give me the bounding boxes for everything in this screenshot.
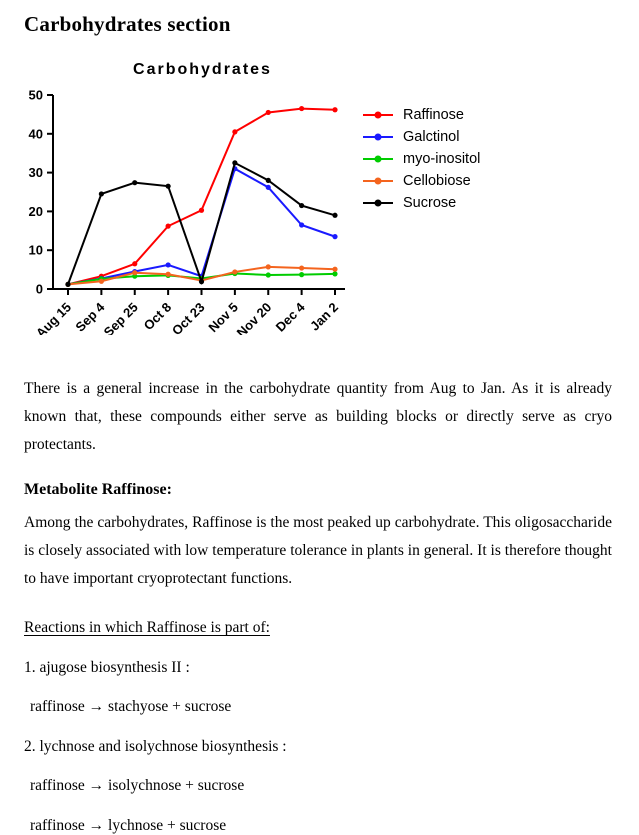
- data-point: [265, 272, 271, 278]
- data-point: [332, 234, 338, 240]
- legend-dot-icon: [374, 133, 382, 141]
- data-point: [299, 222, 305, 228]
- y-tick-label: 40: [29, 126, 43, 141]
- series-sucrose: [65, 160, 338, 287]
- y-tick-label: 0: [36, 282, 43, 297]
- data-point: [332, 271, 338, 277]
- y-tick-label: 10: [29, 243, 43, 258]
- data-point: [265, 109, 271, 116]
- data-point: [232, 129, 238, 135]
- y-axis-ticks: 0 10 20 30 40 50: [29, 88, 53, 297]
- data-point: [265, 264, 271, 270]
- intro-paragraph: There is a general increase in the carbo…: [24, 380, 612, 454]
- legend-item-galctinol: Galctinol: [363, 129, 480, 145]
- chart-title: Carbohydrates: [133, 61, 272, 78]
- legend-label: Cellobiose: [403, 173, 471, 189]
- raffinose-paragraph: Among the carbohydrates, Raffinose is th…: [24, 513, 612, 588]
- data-point: [165, 223, 171, 229]
- legend-dot-icon: [374, 177, 382, 185]
- legend-line-marker-icon: [363, 199, 393, 207]
- metabolite-heading: Metabolite Raffinose:: [24, 480, 172, 498]
- data-point: [265, 184, 271, 190]
- data-point: [332, 212, 338, 218]
- data-point: [198, 207, 205, 213]
- chart-row: 0 10 20 30 40 50 Aug 15 Sep 4 Sep 25 Oct 8 Oct 23 N…: [18, 83, 639, 336]
- legend-label: myo-inositol: [403, 151, 481, 167]
- legend-line-marker-icon: [363, 133, 393, 141]
- legend-line-marker-icon: [363, 155, 393, 163]
- x-tick-label: Sep 25: [101, 300, 141, 335]
- data-point: [232, 269, 238, 275]
- data-point: [332, 107, 338, 113]
- reactions-heading: Reactions in which Raffinose is part of:: [24, 619, 270, 637]
- reaction-equation-3: raffinose → lychnose + sucrose: [30, 816, 227, 834]
- y-tick-label: 50: [29, 88, 43, 103]
- data-point: [132, 261, 138, 267]
- data-point: [98, 278, 104, 284]
- legend-label: Sucrose: [403, 195, 457, 211]
- data-point: [299, 105, 305, 112]
- data-point: [299, 272, 305, 278]
- series-raffinose: [65, 105, 338, 287]
- data-point: [332, 266, 338, 272]
- data-point: [198, 279, 205, 285]
- data-point: [299, 265, 305, 271]
- legend-item-cellobiose: Cellobiose: [363, 173, 480, 189]
- page-title: Carbohydrates section: [24, 12, 231, 36]
- x-tick-label: Oct 23: [169, 300, 208, 335]
- y-tick-label: 20: [29, 204, 43, 219]
- document-page: Carbohydrates section Carbohydrates 0 10 2…: [0, 12, 639, 835]
- data-point: [165, 183, 171, 189]
- legend-dot-icon: [374, 111, 382, 119]
- legend-dot-icon: [374, 155, 382, 163]
- reaction-equation-1: raffinose → stachyose + sucrose: [30, 698, 232, 716]
- chart-axes: [52, 95, 345, 290]
- x-tick-label: Nov 20: [234, 300, 275, 335]
- carbohydrates-chart: Carbohydrates 0 10 20 30 40 50 Aug 15 Sep 4 Sep …: [18, 61, 639, 335]
- data-point: [65, 281, 71, 287]
- legend-label: Raffinose: [403, 107, 464, 123]
- legend-label: Galctinol: [403, 129, 460, 145]
- data-point: [132, 270, 138, 276]
- legend-line-marker-icon: [363, 111, 393, 119]
- data-point: [165, 271, 171, 277]
- x-tick-label: Aug 15: [33, 300, 74, 335]
- data-point: [165, 262, 171, 268]
- data-point: [265, 177, 271, 183]
- reaction-item-1: 1. ajugose biosynthesis II :: [24, 659, 190, 676]
- x-tick-label: Dec 4: [273, 299, 309, 335]
- data-point: [299, 202, 305, 209]
- legend-dot-icon: [374, 199, 382, 207]
- data-point: [232, 160, 238, 166]
- y-tick-label: 30: [29, 165, 43, 180]
- data-point: [98, 191, 104, 197]
- reaction-equation-2: raffinose → isolychnose + sucrose: [30, 777, 245, 795]
- x-tick-label: Jan 2: [307, 300, 341, 334]
- legend-line-marker-icon: [363, 177, 393, 185]
- legend-item-myo-inositol: myo-inositol: [363, 151, 480, 167]
- chart-legend: Raffinose Galctinol myo-inositol Cellobiose…: [363, 107, 480, 211]
- reaction-item-2: 2. lychnose and isolychnose biosynthesis…: [24, 737, 287, 755]
- data-point: [132, 180, 138, 186]
- legend-item-sucrose: Sucrose: [363, 195, 480, 211]
- legend-item-raffinose: Raffinose: [363, 107, 480, 123]
